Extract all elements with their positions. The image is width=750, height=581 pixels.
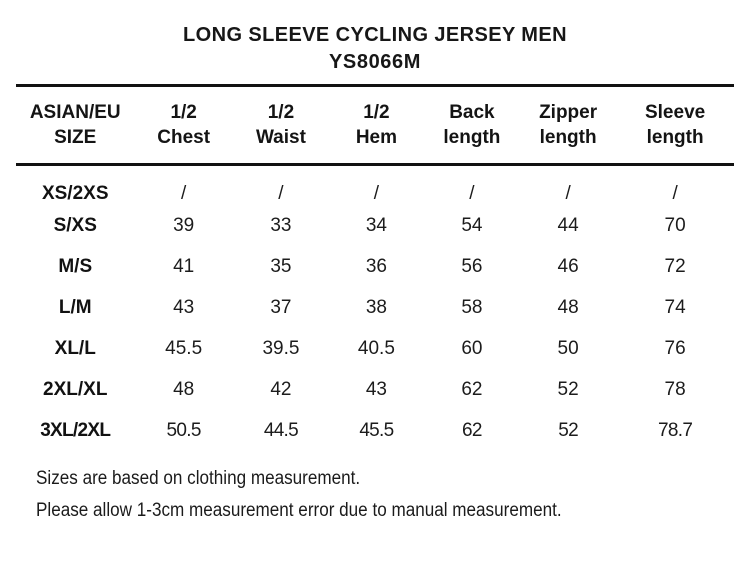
page-title: LONG SLEEVE CYCLING JERSEY MEN <box>183 24 567 46</box>
table-row: 3XL/2XL 50.5 44.5 45.5 62 52 78.7 <box>16 411 734 452</box>
size-label: XL/L <box>54 338 96 359</box>
table-row: XS/2XS / / / / / / <box>16 165 734 206</box>
measurement-value: 60 <box>461 338 483 359</box>
measurement-value: 52 <box>558 420 578 441</box>
measurement-value: 50 <box>557 338 579 359</box>
size-label: XS/2XS <box>41 182 109 204</box>
size-table-header: ASIAN/EU SIZE 1/2 Chest 1/2 Waist 1/2 Hem Ba… <box>16 84 734 166</box>
measurement-value: 37 <box>270 297 292 318</box>
table-row: L/M 43 37 38 58 48 74 <box>16 288 734 329</box>
measurement-value: 46 <box>557 256 579 277</box>
measurement-value: 54 <box>461 215 483 236</box>
header-row: ASIAN/EU SIZE 1/2 Chest 1/2 Waist 1/2 Hem Ba… <box>16 84 734 166</box>
size-table: ASIAN/EU SIZE 1/2 Chest 1/2 Waist 1/2 Hem Ba… <box>16 84 734 452</box>
notes-block: Sizes are based on clothing measurement.… <box>36 468 734 522</box>
measurement-value: 36 <box>365 256 387 277</box>
measurement-value: 43 <box>173 297 195 318</box>
title-block: LONG SLEEVE CYCLING JERSEY MEN YS8066M <box>0 0 750 75</box>
measurement-value: 44.5 <box>263 420 299 441</box>
column-header: Sleeve length <box>616 84 734 166</box>
size-label: 2XL/XL <box>43 379 108 400</box>
measurement-value: 38 <box>365 297 387 318</box>
measurement-value: 78 <box>664 379 686 400</box>
measurement-value: 50.5 <box>166 420 202 441</box>
measurement-value: 58 <box>461 297 483 318</box>
size-table-body: XS/2XS / / / / / / S/XS 39 33 34 54 44 70 M/S 41 35 36 56 4… <box>16 165 734 452</box>
measurement-value: / <box>278 182 284 204</box>
measurement-value: 35 <box>270 256 292 277</box>
size-label: S/XS <box>53 215 97 236</box>
measurement-value: / <box>181 182 187 204</box>
measurement-value: / <box>672 182 678 204</box>
measurement-value: 42 <box>270 379 292 400</box>
measurement-value: 78.7 <box>658 420 693 441</box>
measurement-value: 41 <box>173 256 195 277</box>
measurement-value: 40.5 <box>357 338 395 359</box>
measurement-value: 45.5 <box>165 338 203 359</box>
size-label: L/M <box>58 297 92 318</box>
measurement-value: 39.5 <box>262 338 300 359</box>
measurement-value: 76 <box>664 338 686 359</box>
measurement-value: 70 <box>664 215 686 236</box>
measurement-value: 62 <box>461 379 483 400</box>
measurement-value: 43 <box>365 379 387 400</box>
measurement-value: 74 <box>664 297 686 318</box>
size-label: 3XL/2XL <box>40 420 111 441</box>
measurement-value: 39 <box>173 215 195 236</box>
measurement-value: / <box>469 182 475 204</box>
measurement-value: 44 <box>557 215 579 236</box>
size-label: M/S <box>58 256 93 277</box>
column-header: Back length <box>423 84 520 166</box>
note-measurement-basis: Sizes are based on clothing measurement. <box>36 467 361 489</box>
column-header: Zipper length <box>520 84 617 166</box>
table-row: M/S 41 35 36 56 46 72 <box>16 247 734 288</box>
measurement-value: 48 <box>557 297 579 318</box>
table-row: 2XL/XL 48 42 43 62 52 78 <box>16 370 734 411</box>
column-header: 1/2 Hem <box>329 84 424 166</box>
measurement-value: 33 <box>270 215 292 236</box>
measurement-value: 45.5 <box>359 420 394 441</box>
note-measurement-error: Please allow 1-3cm measurement error due… <box>36 499 562 521</box>
measurement-value: 34 <box>365 215 387 236</box>
measurement-value: 52 <box>557 379 579 400</box>
measurement-value: 62 <box>462 420 482 441</box>
table-row: XL/L 45.5 39.5 40.5 60 50 76 <box>16 329 734 370</box>
column-header: 1/2 Chest <box>134 84 233 166</box>
column-header: ASIAN/EU SIZE <box>16 84 135 166</box>
measurement-value: / <box>373 182 380 204</box>
measurement-value: 48 <box>173 379 195 400</box>
measurement-value: 72 <box>664 256 686 277</box>
product-code: YS8066M <box>328 51 422 73</box>
measurement-value: 56 <box>461 256 483 277</box>
measurement-value: / <box>565 182 571 204</box>
table-row: S/XS 39 33 34 54 44 70 <box>16 206 734 247</box>
column-header: 1/2 Waist <box>232 84 330 166</box>
